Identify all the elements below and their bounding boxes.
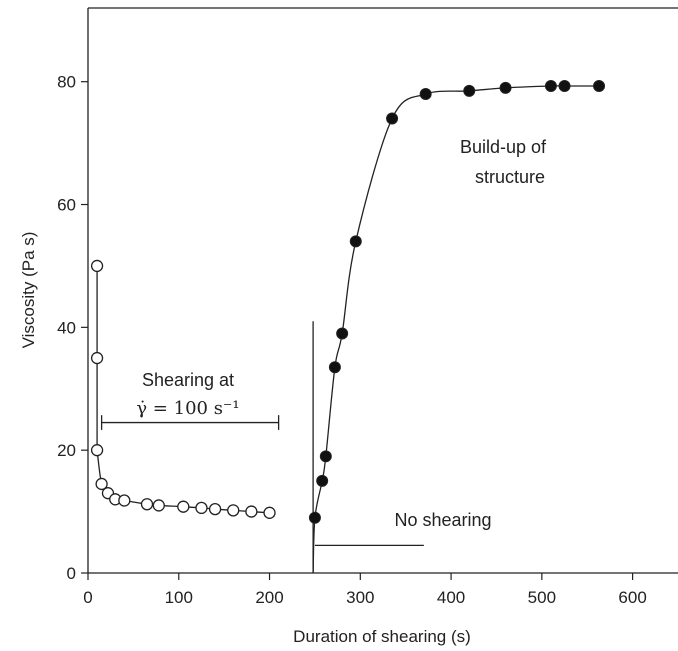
annotation-buildup-line1: Build-up of (460, 137, 547, 157)
y-axis-label: Viscosity (Pa s) (19, 232, 38, 349)
x-axis-label: Duration of shearing (s) (293, 627, 471, 646)
open-data-point (195, 501, 208, 515)
open-data-point (152, 499, 165, 512)
x-tick-label: 600 (618, 588, 646, 607)
fit-curves (96, 85, 600, 574)
open-data-point (95, 477, 108, 491)
filled-data-point (593, 79, 606, 92)
filled-data-point (349, 235, 362, 248)
x-tick-label: 500 (528, 588, 556, 607)
x-tick-label: 200 (255, 588, 283, 607)
open-data-point (227, 504, 240, 517)
filled-data-point (463, 84, 476, 97)
y-tick-label: 20 (57, 441, 76, 460)
open-data-point (208, 502, 222, 516)
filled-data-point (308, 511, 321, 524)
filled-data-point (499, 81, 512, 94)
buildup-curve (312, 85, 600, 574)
x-tick-label: 300 (346, 588, 374, 607)
axes-frame (81, 7, 678, 580)
open-data-point (177, 500, 190, 513)
open-data-point (118, 494, 131, 507)
x-tick-label: 400 (437, 588, 465, 607)
open-data-point (245, 505, 258, 518)
filled-data-point (319, 450, 332, 463)
annotation-shearing-at: Shearing at (142, 370, 234, 390)
open-data-point (90, 259, 104, 273)
filled-data-point (328, 361, 341, 374)
annotation-buildup-line2: structure (475, 167, 545, 187)
filled-data-point (544, 79, 557, 92)
y-tick-label: 0 (67, 564, 76, 583)
filled-data-point (386, 112, 399, 125)
filled-data-point (336, 327, 349, 340)
open-data-point (90, 351, 104, 365)
y-tick-label: 40 (57, 318, 76, 337)
open-data-point (90, 444, 104, 457)
annotation-shear-rate: γ̇ = 100 s⁻¹ (136, 398, 239, 419)
open-data-point (140, 498, 154, 511)
data-markers (90, 79, 606, 524)
tick-labels: 0 100 200 300 400 500 600 0 20 40 60 80 (57, 73, 647, 607)
y-tick-label: 60 (57, 196, 76, 215)
annotation-no-shearing: No shearing (394, 510, 491, 530)
filled-data-point (558, 79, 571, 92)
filled-data-point (419, 87, 432, 100)
x-tick-label: 0 (83, 588, 92, 607)
y-tick-label: 80 (57, 73, 76, 92)
open-data-point (263, 506, 276, 519)
x-tick-label: 100 (165, 588, 193, 607)
filled-data-point (316, 474, 329, 487)
